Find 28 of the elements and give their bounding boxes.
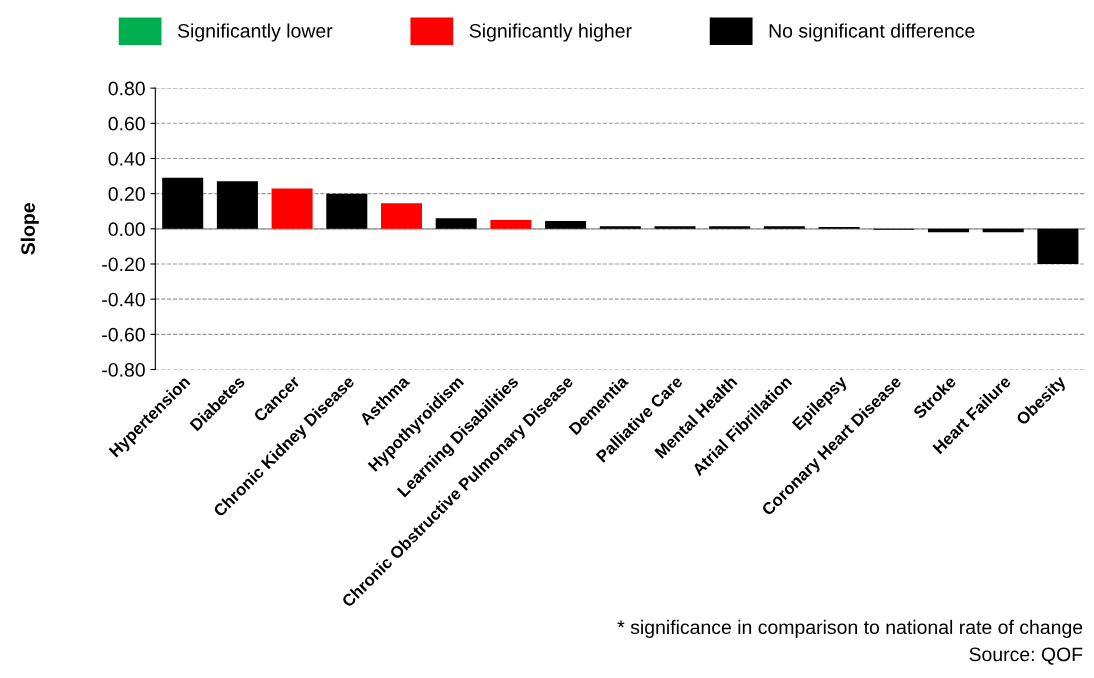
bar xyxy=(271,188,313,229)
y-tick-label: 0.60 xyxy=(108,116,145,131)
y-tick-label: -0.60 xyxy=(102,327,145,342)
bar xyxy=(1037,228,1079,264)
source-note: Source: QOF xyxy=(969,647,1083,665)
bar xyxy=(545,220,587,229)
y-tick-label: -0.40 xyxy=(102,292,145,307)
text: * significance in comparison to national rate of change xyxy=(617,619,1083,638)
y-tick-label: 0.80 xyxy=(108,81,145,96)
bar xyxy=(216,181,258,229)
bar xyxy=(599,226,641,229)
y-tick-label: 0.00 xyxy=(108,222,145,237)
bar xyxy=(763,226,805,229)
bar xyxy=(709,226,751,229)
y-tick-label: 0.40 xyxy=(108,151,145,166)
bar xyxy=(380,203,423,229)
y-axis-title: Slope xyxy=(20,203,39,255)
y-tick-label: -0.80 xyxy=(102,362,145,377)
y-tick-label: 0.20 xyxy=(108,187,145,201)
bar xyxy=(435,218,477,229)
legend-label: Significantly lower xyxy=(177,23,333,42)
bar xyxy=(654,226,696,229)
bar xyxy=(162,177,204,229)
legend-label: Significantly higher xyxy=(469,23,632,42)
bar xyxy=(490,220,532,229)
legend-label: No significant difference xyxy=(769,23,975,42)
bar xyxy=(326,193,368,229)
y-tick-label: -0.20 xyxy=(102,257,145,272)
